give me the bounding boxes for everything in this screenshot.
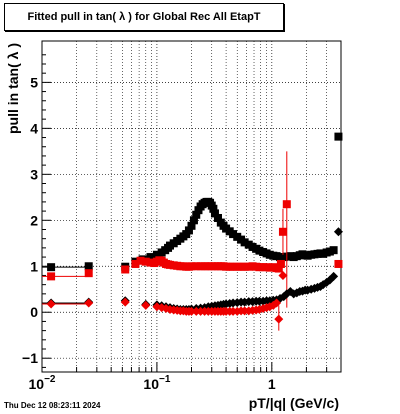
data-point-square bbox=[210, 209, 219, 218]
data-point-square bbox=[184, 226, 193, 235]
data-point-square bbox=[213, 213, 222, 222]
axes bbox=[41, 40, 342, 373]
data-point-square bbox=[192, 210, 201, 219]
data-point-square bbox=[84, 262, 93, 271]
data-point-square bbox=[276, 259, 285, 268]
data-point-square bbox=[187, 262, 196, 271]
data-point-square bbox=[229, 262, 238, 271]
data-point-square bbox=[47, 272, 56, 281]
y-tick-label: 2 bbox=[30, 212, 38, 228]
data-point-square bbox=[282, 200, 291, 209]
data-point-square bbox=[278, 227, 287, 236]
data-point-diamond bbox=[46, 299, 56, 309]
data-point-square bbox=[240, 238, 249, 247]
data-point-diamond bbox=[120, 297, 130, 307]
x-tick-label: 1 bbox=[268, 376, 276, 392]
y-tick-label: 0 bbox=[30, 304, 38, 320]
data-point-diamond bbox=[84, 298, 94, 308]
data-point-square bbox=[146, 253, 155, 262]
x-axis-title: pT/|q| (GeV/c) bbox=[249, 395, 339, 411]
data-point-square bbox=[329, 246, 338, 255]
timestamp: Thu Dec 12 08:23:11 2024 bbox=[4, 401, 101, 410]
data-point-diamond bbox=[187, 306, 196, 316]
data-point-diamond bbox=[272, 298, 282, 308]
data-point-diamond bbox=[141, 300, 151, 310]
data-point-square bbox=[240, 262, 249, 271]
data-point-square bbox=[187, 221, 196, 230]
data-point-square bbox=[209, 204, 218, 213]
data-point-square bbox=[131, 259, 140, 268]
y-axis-title: pull in tan( λ ) bbox=[5, 43, 21, 134]
data-point-square bbox=[136, 256, 145, 265]
y-tick-label: −1 bbox=[22, 350, 38, 366]
data-point-square bbox=[334, 132, 343, 141]
series-1 bbox=[42, 151, 343, 308]
labels: −1 0 1 2 3 4 5 10−2 10−1 1 pT/|q| (GeV/c) pull in t… bbox=[5, 43, 339, 411]
data-layer bbox=[42, 132, 343, 331]
x-tick-label: 10−1 bbox=[143, 374, 170, 392]
data-point-square bbox=[189, 216, 198, 225]
series-3 bbox=[42, 270, 288, 331]
data-point-square bbox=[47, 263, 56, 272]
chart-title: Fitted pull in tan( λ ) for Global Rec A… bbox=[4, 3, 284, 31]
data-point-square bbox=[141, 257, 150, 266]
grid bbox=[41, 41, 341, 372]
y-tick-label: 3 bbox=[30, 166, 38, 182]
x-tick-label: 10−2 bbox=[29, 374, 56, 392]
data-point-diamond bbox=[278, 270, 288, 280]
data-point-square bbox=[192, 262, 201, 271]
data-point-square bbox=[84, 269, 93, 278]
data-point-diamond bbox=[333, 227, 343, 237]
data-point-diamond bbox=[274, 314, 284, 324]
data-point-square bbox=[334, 259, 343, 268]
y-tick-label: 5 bbox=[30, 74, 38, 90]
data-point-square bbox=[121, 265, 130, 274]
y-tick-label: 1 bbox=[30, 258, 38, 274]
data-point-diamond bbox=[329, 271, 339, 281]
y-tick-label: 4 bbox=[30, 120, 38, 136]
data-point-square bbox=[229, 230, 238, 239]
data-point-square bbox=[274, 264, 283, 273]
data-point-square bbox=[152, 250, 161, 259]
